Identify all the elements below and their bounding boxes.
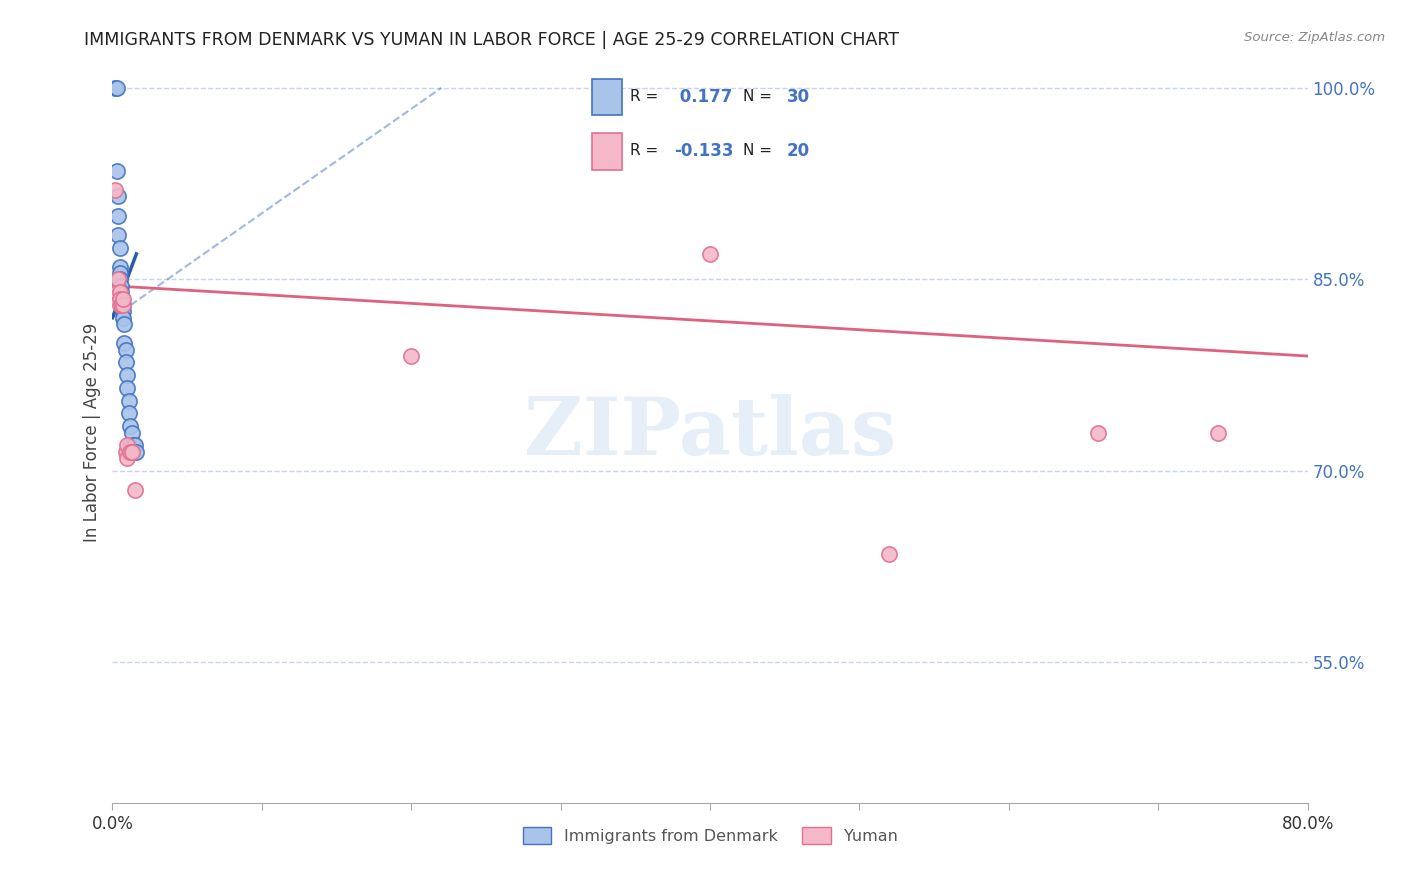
Point (124, 483, 146, 497)
Point (107, 227, 129, 242)
Point (108, 292, 131, 306)
Point (111, 292, 134, 306)
Point (117, 368, 139, 383)
Point (111, 304, 134, 318)
Point (879, 547, 901, 561)
Point (120, 444, 142, 458)
Point (107, 209, 129, 223)
Point (105, 285, 128, 300)
Point (108, 285, 131, 300)
Legend: Immigrants from Denmark, Yuman: Immigrants from Denmark, Yuman (516, 821, 904, 850)
Point (107, 272, 129, 286)
Point (114, 317, 135, 331)
Text: IMMIGRANTS FROM DENMARK VS YUMAN IN LABOR FORCE | AGE 25-29 CORRELATION CHART: IMMIGRANTS FROM DENMARK VS YUMAN IN LABO… (84, 31, 900, 49)
Point (115, 444, 138, 458)
Point (104, 183, 127, 197)
Point (117, 451, 139, 466)
Text: N =: N = (742, 89, 776, 104)
Point (1087, 425, 1109, 440)
Text: -0.133: -0.133 (673, 142, 734, 160)
Point (105, 164, 128, 178)
FancyBboxPatch shape (592, 134, 621, 169)
Point (111, 298, 134, 312)
Text: Source: ZipAtlas.com: Source: ZipAtlas.com (1244, 31, 1385, 45)
Point (108, 260, 131, 274)
Point (107, 189, 129, 203)
Point (125, 444, 148, 458)
Point (108, 240, 131, 255)
Text: 30: 30 (786, 87, 810, 106)
Point (108, 272, 131, 286)
Point (121, 425, 143, 440)
Point (118, 393, 141, 408)
Point (108, 266, 131, 280)
FancyBboxPatch shape (592, 79, 621, 115)
Point (110, 298, 132, 312)
Point (117, 438, 139, 452)
Point (124, 438, 146, 452)
Point (117, 381, 139, 395)
Point (118, 407, 141, 421)
Point (104, 81, 127, 95)
Text: N =: N = (742, 144, 776, 159)
Point (111, 298, 134, 312)
Point (111, 310, 134, 325)
Point (120, 419, 142, 434)
Point (120, 438, 142, 452)
Point (114, 336, 135, 351)
Text: 20: 20 (786, 142, 810, 160)
Point (110, 292, 132, 306)
Point (110, 278, 132, 293)
Y-axis label: In Labor Force | Age 25-29: In Labor Force | Age 25-29 (83, 323, 101, 542)
Point (122, 438, 145, 452)
Point (115, 355, 138, 369)
Point (115, 343, 138, 357)
Point (105, 81, 128, 95)
Text: R =: R = (630, 89, 664, 104)
Point (699, 247, 721, 261)
Point (401, 349, 423, 363)
Point (108, 298, 131, 312)
Point (121, 444, 143, 458)
Point (110, 285, 132, 300)
Text: R =: R = (630, 144, 664, 159)
Text: 0.177: 0.177 (673, 87, 733, 106)
Text: ZIPatlas: ZIPatlas (524, 393, 896, 472)
Point (1206, 425, 1229, 440)
